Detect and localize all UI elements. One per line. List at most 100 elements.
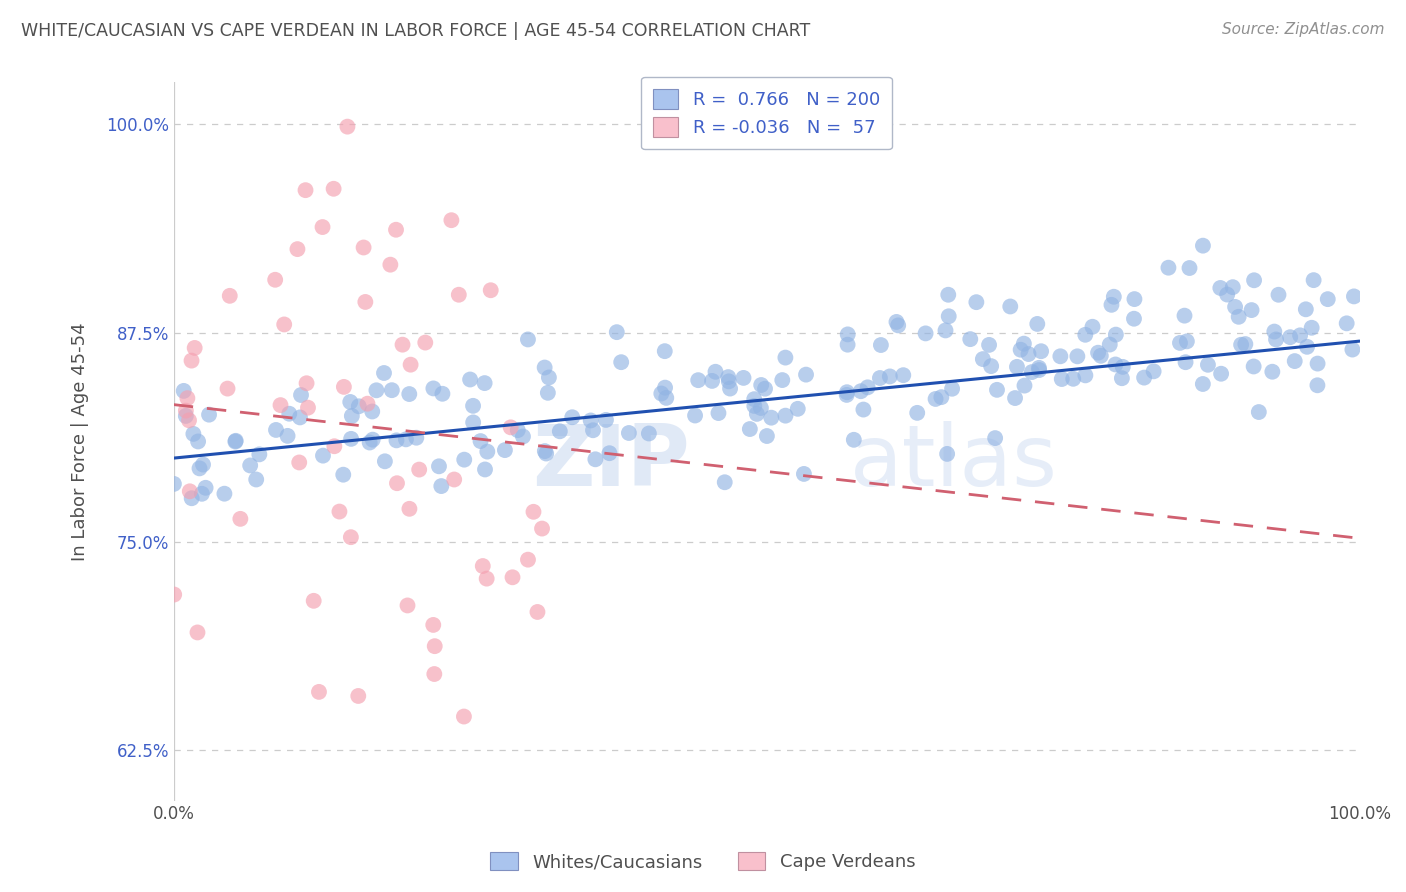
Point bbox=[361, 404, 384, 418]
Point bbox=[1306, 378, 1329, 392]
Point bbox=[1222, 280, 1244, 294]
Point bbox=[1090, 349, 1112, 363]
Point bbox=[295, 376, 318, 391]
Point bbox=[965, 295, 987, 310]
Point bbox=[187, 434, 209, 449]
Point bbox=[380, 258, 402, 272]
Point bbox=[186, 625, 208, 640]
Point bbox=[1343, 289, 1365, 303]
Point bbox=[1026, 317, 1049, 331]
Point bbox=[399, 358, 422, 372]
Point bbox=[1316, 292, 1339, 306]
Point bbox=[470, 434, 492, 448]
Point bbox=[754, 382, 776, 396]
Point bbox=[1296, 340, 1319, 354]
Point bbox=[837, 327, 859, 342]
Point bbox=[494, 443, 516, 458]
Point bbox=[328, 505, 350, 519]
Point bbox=[537, 370, 560, 384]
Point bbox=[610, 355, 633, 369]
Point bbox=[297, 401, 319, 415]
Point bbox=[458, 372, 481, 386]
Point bbox=[1049, 349, 1071, 363]
Point bbox=[717, 370, 740, 384]
Point bbox=[1081, 319, 1104, 334]
Point bbox=[385, 476, 408, 491]
Point bbox=[502, 570, 524, 584]
Point bbox=[1028, 360, 1050, 375]
Point bbox=[1102, 290, 1125, 304]
Point bbox=[835, 388, 858, 402]
Point bbox=[1234, 337, 1257, 351]
Point bbox=[1197, 358, 1219, 372]
Point bbox=[447, 287, 470, 301]
Point bbox=[533, 360, 555, 375]
Point bbox=[794, 368, 817, 382]
Point bbox=[852, 402, 875, 417]
Point bbox=[391, 337, 413, 351]
Point bbox=[742, 392, 765, 407]
Point bbox=[163, 588, 186, 602]
Point bbox=[1104, 358, 1126, 372]
Point bbox=[366, 384, 388, 398]
Point bbox=[288, 455, 311, 469]
Point bbox=[340, 409, 363, 423]
Text: atlas: atlas bbox=[849, 421, 1057, 505]
Point bbox=[761, 410, 783, 425]
Point bbox=[582, 423, 605, 437]
Point bbox=[837, 337, 859, 351]
Point bbox=[1209, 281, 1232, 295]
Point bbox=[598, 446, 620, 460]
Point bbox=[294, 183, 316, 197]
Point bbox=[477, 444, 499, 458]
Point bbox=[1284, 354, 1306, 368]
Point bbox=[1168, 335, 1191, 350]
Point bbox=[278, 407, 301, 421]
Point bbox=[287, 242, 309, 256]
Point bbox=[1211, 367, 1233, 381]
Point bbox=[1306, 357, 1329, 371]
Point bbox=[717, 375, 740, 389]
Point bbox=[1098, 337, 1121, 351]
Point bbox=[1123, 292, 1146, 306]
Point bbox=[463, 416, 485, 430]
Y-axis label: In Labor Force | Age 45-54: In Labor Force | Age 45-54 bbox=[72, 322, 89, 561]
Point bbox=[1105, 327, 1128, 342]
Point bbox=[353, 240, 375, 254]
Point bbox=[1012, 336, 1035, 351]
Point bbox=[980, 359, 1002, 373]
Point bbox=[583, 452, 606, 467]
Point bbox=[1004, 391, 1026, 405]
Point bbox=[218, 289, 240, 303]
Legend: R =  0.766   N = 200, R = -0.036   N =  57: R = 0.766 N = 200, R = -0.036 N = 57 bbox=[641, 77, 891, 149]
Point bbox=[336, 120, 359, 134]
Point bbox=[180, 353, 202, 368]
Point bbox=[891, 368, 914, 383]
Point bbox=[533, 444, 555, 458]
Point bbox=[793, 467, 815, 481]
Point bbox=[188, 461, 211, 475]
Point bbox=[1192, 238, 1215, 252]
Point bbox=[361, 433, 384, 447]
Point bbox=[183, 426, 205, 441]
Point bbox=[247, 447, 270, 461]
Point bbox=[405, 431, 427, 445]
Point bbox=[936, 447, 959, 461]
Point bbox=[1243, 273, 1265, 287]
Point bbox=[423, 667, 446, 681]
Point bbox=[1111, 371, 1133, 385]
Point bbox=[1005, 359, 1028, 374]
Point bbox=[356, 397, 378, 411]
Point bbox=[595, 413, 617, 427]
Point bbox=[842, 433, 865, 447]
Point bbox=[308, 685, 330, 699]
Text: WHITE/CAUCASIAN VS CAPE VERDEAN IN LABOR FORCE | AGE 45-54 CORRELATION CHART: WHITE/CAUCASIAN VS CAPE VERDEAN IN LABOR… bbox=[21, 22, 810, 40]
Point bbox=[290, 388, 312, 402]
Point bbox=[264, 273, 287, 287]
Point bbox=[422, 618, 444, 632]
Point bbox=[180, 491, 202, 506]
Point bbox=[198, 408, 221, 422]
Point bbox=[516, 333, 538, 347]
Point bbox=[194, 481, 217, 495]
Point bbox=[914, 326, 936, 341]
